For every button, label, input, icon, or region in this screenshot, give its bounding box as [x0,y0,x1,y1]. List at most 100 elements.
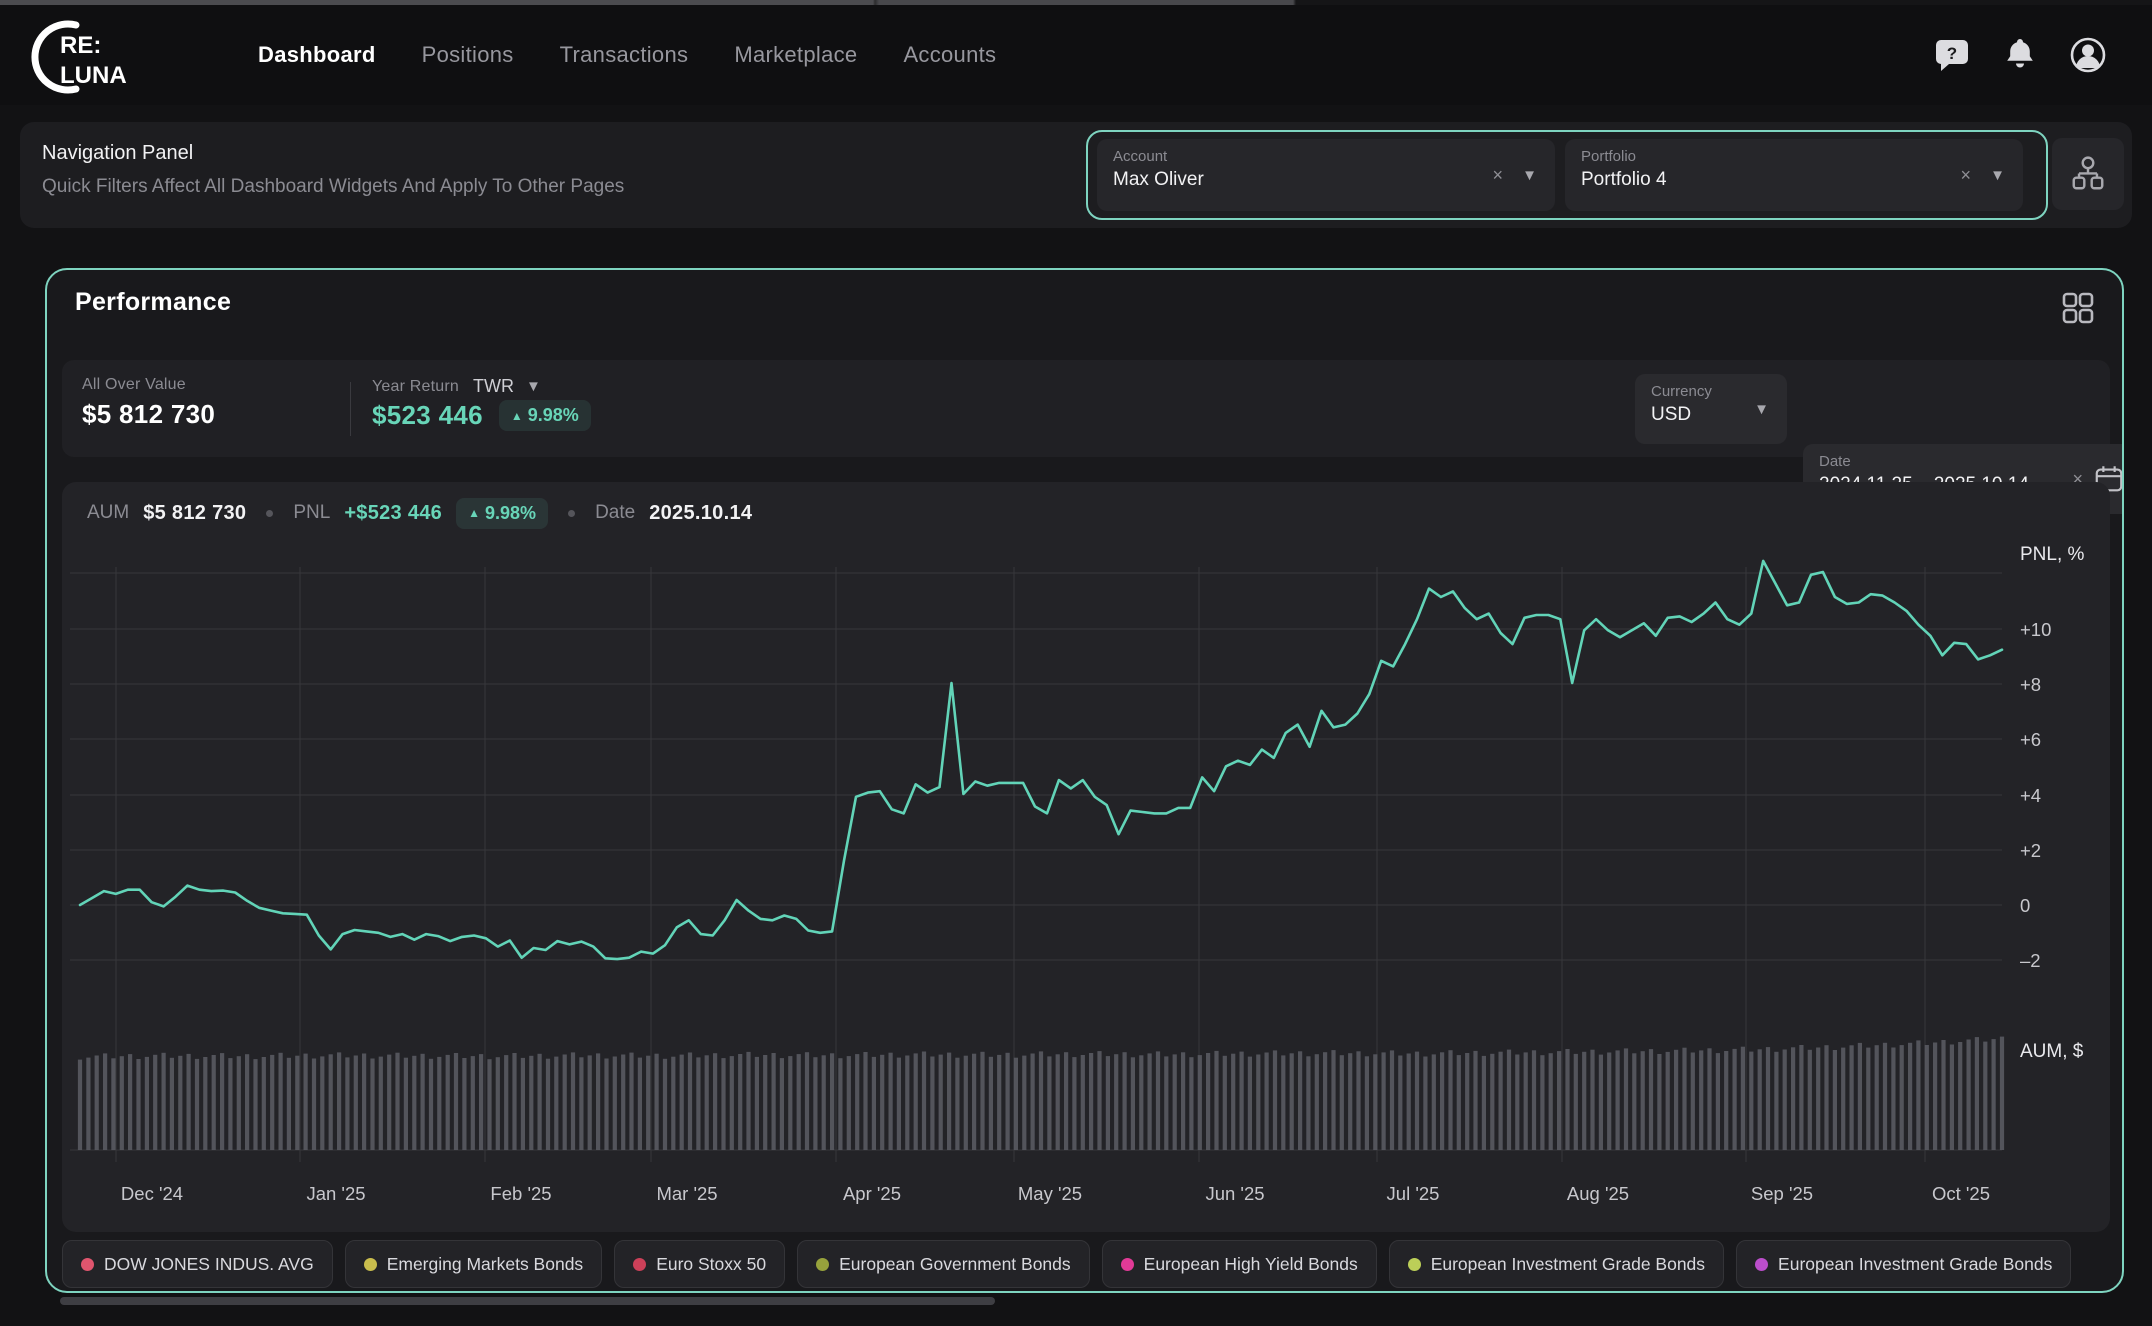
legend-label: Euro Stoxx 50 [656,1254,766,1275]
performance-widget: Performance All Over Value $5 812 730 Ye… [45,268,2124,1293]
legend-label: European High Yield Bonds [1144,1254,1358,1275]
svg-text:Jun '25: Jun '25 [1205,1183,1264,1204]
svg-text:–2: –2 [2020,950,2041,971]
twr-selector[interactable]: TWR ▼ [473,376,541,397]
legend-label: Emerging Markets Bonds [387,1254,583,1275]
nav-item-positions[interactable]: Positions [422,42,514,68]
svg-text:AUM, $: AUM, $ [2020,1041,2084,1062]
divider [350,382,351,436]
svg-text:Apr '25: Apr '25 [843,1183,901,1204]
portfolio-chevron-down-icon[interactable]: ▼ [1990,139,2005,211]
account-clear-icon[interactable]: × [1492,139,1503,211]
currency-select[interactable]: Currency USD ▼ [1635,374,1787,444]
all-over-value-label: All Over Value [82,376,215,394]
performance-chart-card: PNL, % +10 +8 +6 +4 +2 0 –2 AUM, $ Dec '24 Jan '25… [62,482,2110,1232]
legend-scrollbar-thumb[interactable] [60,1297,995,1305]
up-triangle-icon: ▲ [468,506,480,520]
legend-dot-icon [633,1258,646,1271]
legend-label: European Investment Grade Bonds [1778,1254,2052,1275]
avatar-icon [2068,35,2108,75]
grid-icon [2058,288,2098,328]
up-triangle-icon: ▲ [511,409,523,423]
year-return-value: $523 446 [372,400,483,431]
legend-item[interactable]: European Investment Grade Bonds [1389,1240,1724,1288]
svg-text:Dec '24: Dec '24 [121,1183,183,1204]
year-return-label: Year Return [372,378,459,396]
svg-text:+10: +10 [2020,619,2051,640]
chart-gridlines [70,567,2002,1162]
nav-item-marketplace[interactable]: Marketplace [734,42,857,68]
account-chevron-down-icon[interactable]: ▼ [1522,139,1537,211]
legend-label: European Government Bonds [839,1254,1071,1275]
dot-separator [568,510,575,517]
svg-text:LUNA: LUNA [60,62,127,89]
navigation-panel-subtitle: Quick Filters Affect All Dashboard Widge… [42,176,624,198]
account-select[interactable]: Account Max Oliver × ▼ [1097,139,1555,211]
aum-bars [78,1037,2004,1150]
reluna-logo[interactable]: RE: LUNA [24,17,164,97]
help-button[interactable]: ? [1930,33,1974,77]
pnl-label: PNL [293,502,330,524]
header-actions: ? [1930,5,2110,105]
year-return-block: Year Return TWR ▼ $523 446 ▲9.98% [372,376,591,431]
currency-label: Currency [1651,383,1771,400]
legend-dot-icon [1408,1258,1421,1271]
account-select-value: Max Oliver [1113,169,1539,191]
currency-chevron-down-icon[interactable]: ▼ [1754,374,1769,444]
navigation-panel: Navigation Panel Quick Filters Affect Al… [20,122,2132,228]
app-header: RE: LUNA Dashboard Positions Transactions M… [0,5,2152,105]
chart-date-value: 2025.10.14 [649,502,752,525]
legend-dot-icon [364,1258,377,1271]
performance-title: Performance [75,288,231,317]
svg-text:+2: +2 [2020,840,2041,861]
portfolio-select[interactable]: Portfolio Portfolio 4 × ▼ [1565,139,2023,211]
legend-item[interactable]: Euro Stoxx 50 [614,1240,785,1288]
currency-value: USD [1651,404,1771,426]
svg-text:May '25: May '25 [1018,1183,1082,1204]
bell-icon [2002,35,2038,75]
account-menu-button[interactable] [2066,33,2110,77]
legend-item[interactable]: European High Yield Bonds [1102,1240,1377,1288]
nav-item-dashboard[interactable]: Dashboard [258,42,376,68]
navigation-panel-title: Navigation Panel [42,142,193,165]
svg-text:+4: +4 [2020,785,2041,806]
nav-item-accounts[interactable]: Accounts [903,42,996,68]
dot-separator [266,510,273,517]
chart-info-row: AUM $5 812 730 PNL +$523 446 ▲9.98% Date… [87,498,752,528]
svg-text:Jan '25: Jan '25 [306,1183,365,1204]
chart-date-label: Date [595,502,635,524]
legend-item[interactable]: European Government Bonds [797,1240,1090,1288]
widget-layout-button[interactable] [2058,288,2098,328]
account-select-label: Account [1113,148,1539,165]
legend-label: European Investment Grade Bonds [1431,1254,1705,1275]
notifications-button[interactable] [1998,33,2042,77]
legend-item[interactable]: DOW JONES INDUS. AVG [62,1240,333,1288]
svg-text:Mar '25: Mar '25 [656,1183,717,1204]
legend-dot-icon [1755,1258,1768,1271]
quick-filters-group: Account Max Oliver × ▼ Portfolio Portfol… [1086,130,2048,220]
main-nav: Dashboard Positions Transactions Marketplac… [258,5,996,105]
svg-text:+8: +8 [2020,674,2041,695]
nav-item-transactions[interactable]: Transactions [560,42,689,68]
all-over-value-block: All Over Value $5 812 730 [82,376,215,430]
legend-item[interactable]: European Investment Grade Bonds [1736,1240,2071,1288]
all-over-value: $5 812 730 [82,399,215,430]
portfolio-clear-icon[interactable]: × [1960,139,1971,211]
account-structure-button[interactable] [2052,138,2124,210]
legend-dot-icon [81,1258,94,1271]
help-icon: ? [1933,35,1971,75]
hierarchy-icon [2069,155,2107,193]
svg-text:Oct '25: Oct '25 [1932,1183,1990,1204]
aum-value: $5 812 730 [143,502,246,525]
svg-text:PNL, %: PNL, % [2020,544,2085,565]
svg-text:+6: +6 [2020,729,2041,750]
svg-text:Aug '25: Aug '25 [1567,1183,1629,1204]
performance-chart[interactable]: PNL, % +10 +8 +6 +4 +2 0 –2 AUM, $ Dec '24 Jan '25… [62,482,2110,1232]
aum-label: AUM [87,502,129,524]
svg-text:0: 0 [2020,895,2030,916]
year-return-pct-badge: ▲9.98% [499,400,591,431]
legend-label: DOW JONES INDUS. AVG [104,1254,314,1275]
legend-item[interactable]: Emerging Markets Bonds [345,1240,602,1288]
svg-text:RE:: RE: [60,32,101,59]
portfolio-select-label: Portfolio [1581,148,2007,165]
